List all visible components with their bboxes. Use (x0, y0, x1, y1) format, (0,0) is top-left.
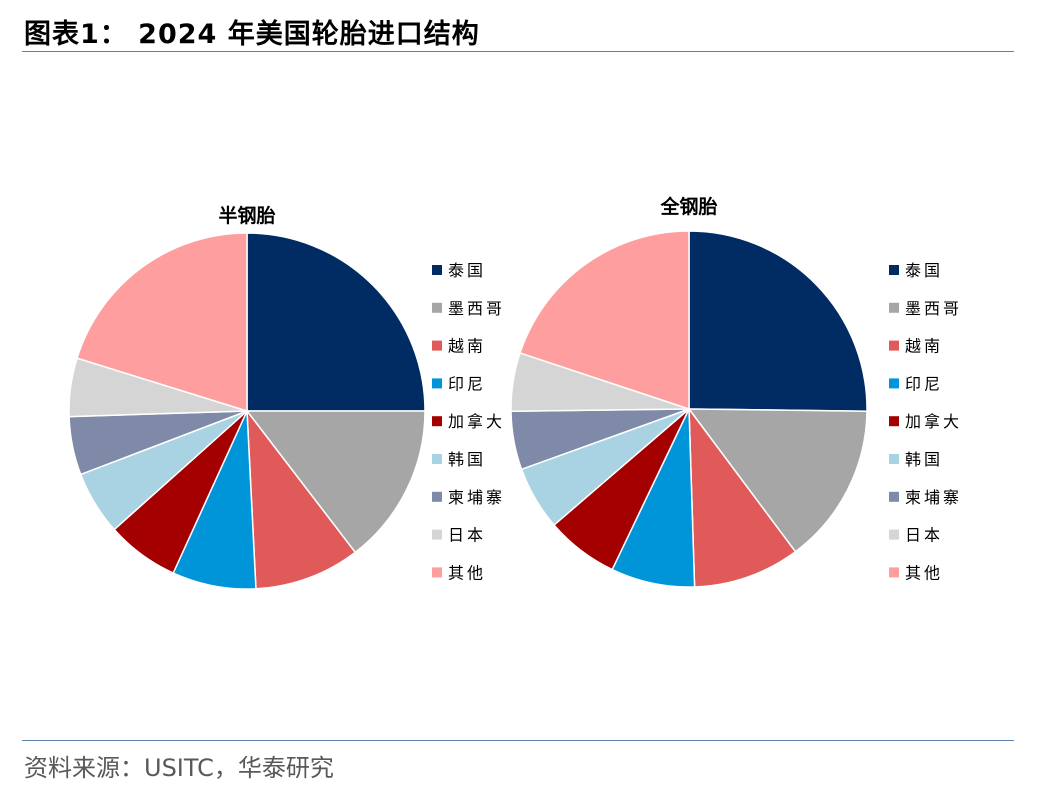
legend-label-1: 泰国 (448, 261, 486, 280)
header-divider (22, 51, 1014, 52)
legend-label-6: 韩国 (448, 450, 486, 469)
pie-slice-2 (246, 410, 426, 554)
legend-swatch-6 (432, 454, 442, 464)
pie-slice-9 (519, 230, 690, 410)
legend-swatch-5 (432, 416, 442, 427)
legend-swatch-4 (889, 378, 899, 389)
legend-label-4: 印尼 (905, 374, 943, 393)
legend-label-2: 墨西哥 (448, 299, 505, 318)
legend-label-8: 日本 (448, 526, 486, 545)
pie-slice-1 (688, 230, 868, 412)
legend-swatch-2 (432, 302, 442, 313)
source-note: 资料来源：USITC，华泰研究 (24, 754, 334, 782)
chart-title: 半钢胎 (218, 204, 275, 227)
footer-divider (22, 740, 1014, 741)
legend-label-6: 韩国 (905, 450, 943, 469)
pie-slice-3 (688, 408, 797, 588)
legend-swatch-1 (432, 265, 442, 275)
legend-label-3: 越南 (448, 337, 486, 356)
legend-label-3: 越南 (905, 337, 943, 356)
legend-swatch-2 (889, 302, 899, 313)
legend-label-2: 墨西哥 (905, 299, 962, 318)
legend-swatch-8 (432, 529, 442, 540)
legend-label-5: 加拿大 (905, 412, 962, 431)
legend-swatch-3 (889, 340, 899, 351)
legend-swatch-9 (432, 567, 442, 578)
legend-swatch-1 (889, 265, 899, 275)
legend-label-8: 日本 (905, 526, 943, 545)
legend-label-9: 其他 (448, 563, 486, 582)
legend-swatch-5 (889, 416, 899, 427)
legend-label-9: 其他 (905, 563, 943, 582)
legend-label-4: 印尼 (448, 374, 486, 393)
legend-swatch-6 (889, 454, 899, 464)
legend-swatch-4 (432, 378, 442, 389)
legend-swatch-7 (432, 491, 442, 502)
legend-label-1: 泰国 (905, 261, 943, 280)
legend-swatch-8 (889, 529, 899, 540)
pie-slice-2 (688, 408, 868, 553)
chart-title: 全钢胎 (659, 195, 717, 218)
page-title: 图表1： 2024 年美国轮胎进口结构 (24, 19, 480, 50)
legend-label-7: 柬埔寨 (448, 488, 505, 507)
pie-slice-9 (76, 232, 248, 412)
legend-swatch-9 (889, 567, 899, 578)
pie-slice-3 (246, 410, 356, 590)
legend-swatch-3 (432, 340, 442, 351)
legend-label-7: 柬埔寨 (905, 488, 962, 507)
legend-swatch-7 (889, 491, 899, 502)
legend-label-5: 加拿大 (448, 412, 505, 431)
pie-slice-1 (246, 232, 426, 412)
